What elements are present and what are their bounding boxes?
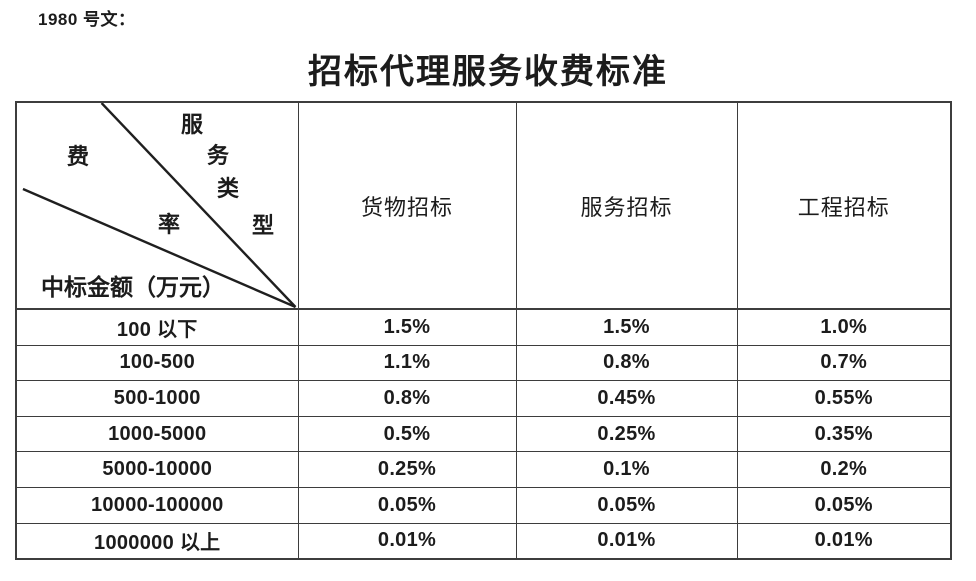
- table-row: 500-1000 0.8% 0.45% 0.55%: [15, 380, 952, 417]
- rate-cell: 0.2%: [736, 451, 952, 488]
- corner-axis-bottom-label: 中标金额（万元）: [41, 275, 225, 300]
- rate-cell: 0.25%: [297, 451, 517, 488]
- corner-axis-top-char: 服: [181, 112, 204, 137]
- corner-axis-top-char: 务: [207, 143, 230, 168]
- rate-cell: 1.5%: [515, 308, 738, 346]
- header-row: 服 务 类 型 费 率 中标金额（万元） 货物招标 服务招标 工程招标: [15, 101, 952, 310]
- column-header-engineering: 工程招标: [736, 101, 952, 310]
- rate-cell: 0.8%: [515, 344, 738, 382]
- row-label: 1000000 以上: [15, 522, 299, 560]
- rate-cell: 0.45%: [515, 380, 738, 417]
- row-label: 500-1000: [15, 380, 299, 417]
- rate-cell: 0.7%: [736, 344, 952, 382]
- column-header-services: 服务招标: [515, 101, 738, 310]
- table-row: 100-500 1.1% 0.8% 0.7%: [15, 344, 952, 382]
- table-corner-cell: 服 务 类 型 费 率 中标金额（万元）: [15, 101, 299, 310]
- table-row: 5000-10000 0.25% 0.1% 0.2%: [15, 451, 952, 488]
- page-title: 招标代理服务收费标准: [308, 54, 668, 91]
- rate-cell: 0.55%: [736, 380, 952, 417]
- rate-cell: 0.05%: [736, 486, 952, 524]
- row-label: 100-500: [15, 344, 299, 382]
- table-row: 1000-5000 0.5% 0.25% 0.35%: [15, 415, 952, 453]
- corner-axis-top-char: 型: [252, 213, 275, 238]
- diagonal-divider-lines: [22, 103, 297, 307]
- rate-cell: 0.01%: [297, 522, 517, 560]
- corner-axis-mid-char: 费: [67, 144, 90, 169]
- column-header-goods: 货物招标: [297, 101, 517, 310]
- row-label: 5000-10000: [15, 451, 299, 488]
- rate-cell: 0.05%: [297, 486, 517, 524]
- rate-cell: 1.1%: [297, 344, 517, 382]
- rate-cell: 0.5%: [297, 415, 517, 453]
- doc-number: 1980 号文：: [38, 10, 136, 29]
- row-label: 100 以下: [15, 308, 299, 346]
- rate-cell: 0.1%: [515, 451, 738, 488]
- rate-cell: 0.05%: [515, 486, 738, 524]
- rate-cell: 0.25%: [515, 415, 738, 453]
- table-row: 100 以下 1.5% 1.5% 1.0%: [15, 308, 952, 346]
- corner-axis-mid-char: 率: [158, 212, 181, 237]
- rate-cell: 1.5%: [297, 308, 517, 346]
- rate-cell: 0.8%: [297, 380, 517, 417]
- rate-cell: 0.01%: [515, 522, 738, 560]
- fee-table: 服 务 类 型 费 率 中标金额（万元） 货物招标 服务招标 工程招标 100 …: [15, 101, 952, 561]
- rate-cell: 0.35%: [736, 415, 952, 453]
- rate-cell: 0.01%: [736, 522, 952, 560]
- table-row: 10000-100000 0.05% 0.05% 0.05%: [15, 486, 952, 524]
- row-label: 1000-5000: [15, 415, 299, 453]
- table-row: 1000000 以上 0.01% 0.01% 0.01%: [15, 522, 952, 560]
- row-label: 10000-100000: [15, 486, 299, 524]
- corner-axis-top-char: 类: [217, 176, 240, 201]
- rate-cell: 1.0%: [736, 308, 952, 346]
